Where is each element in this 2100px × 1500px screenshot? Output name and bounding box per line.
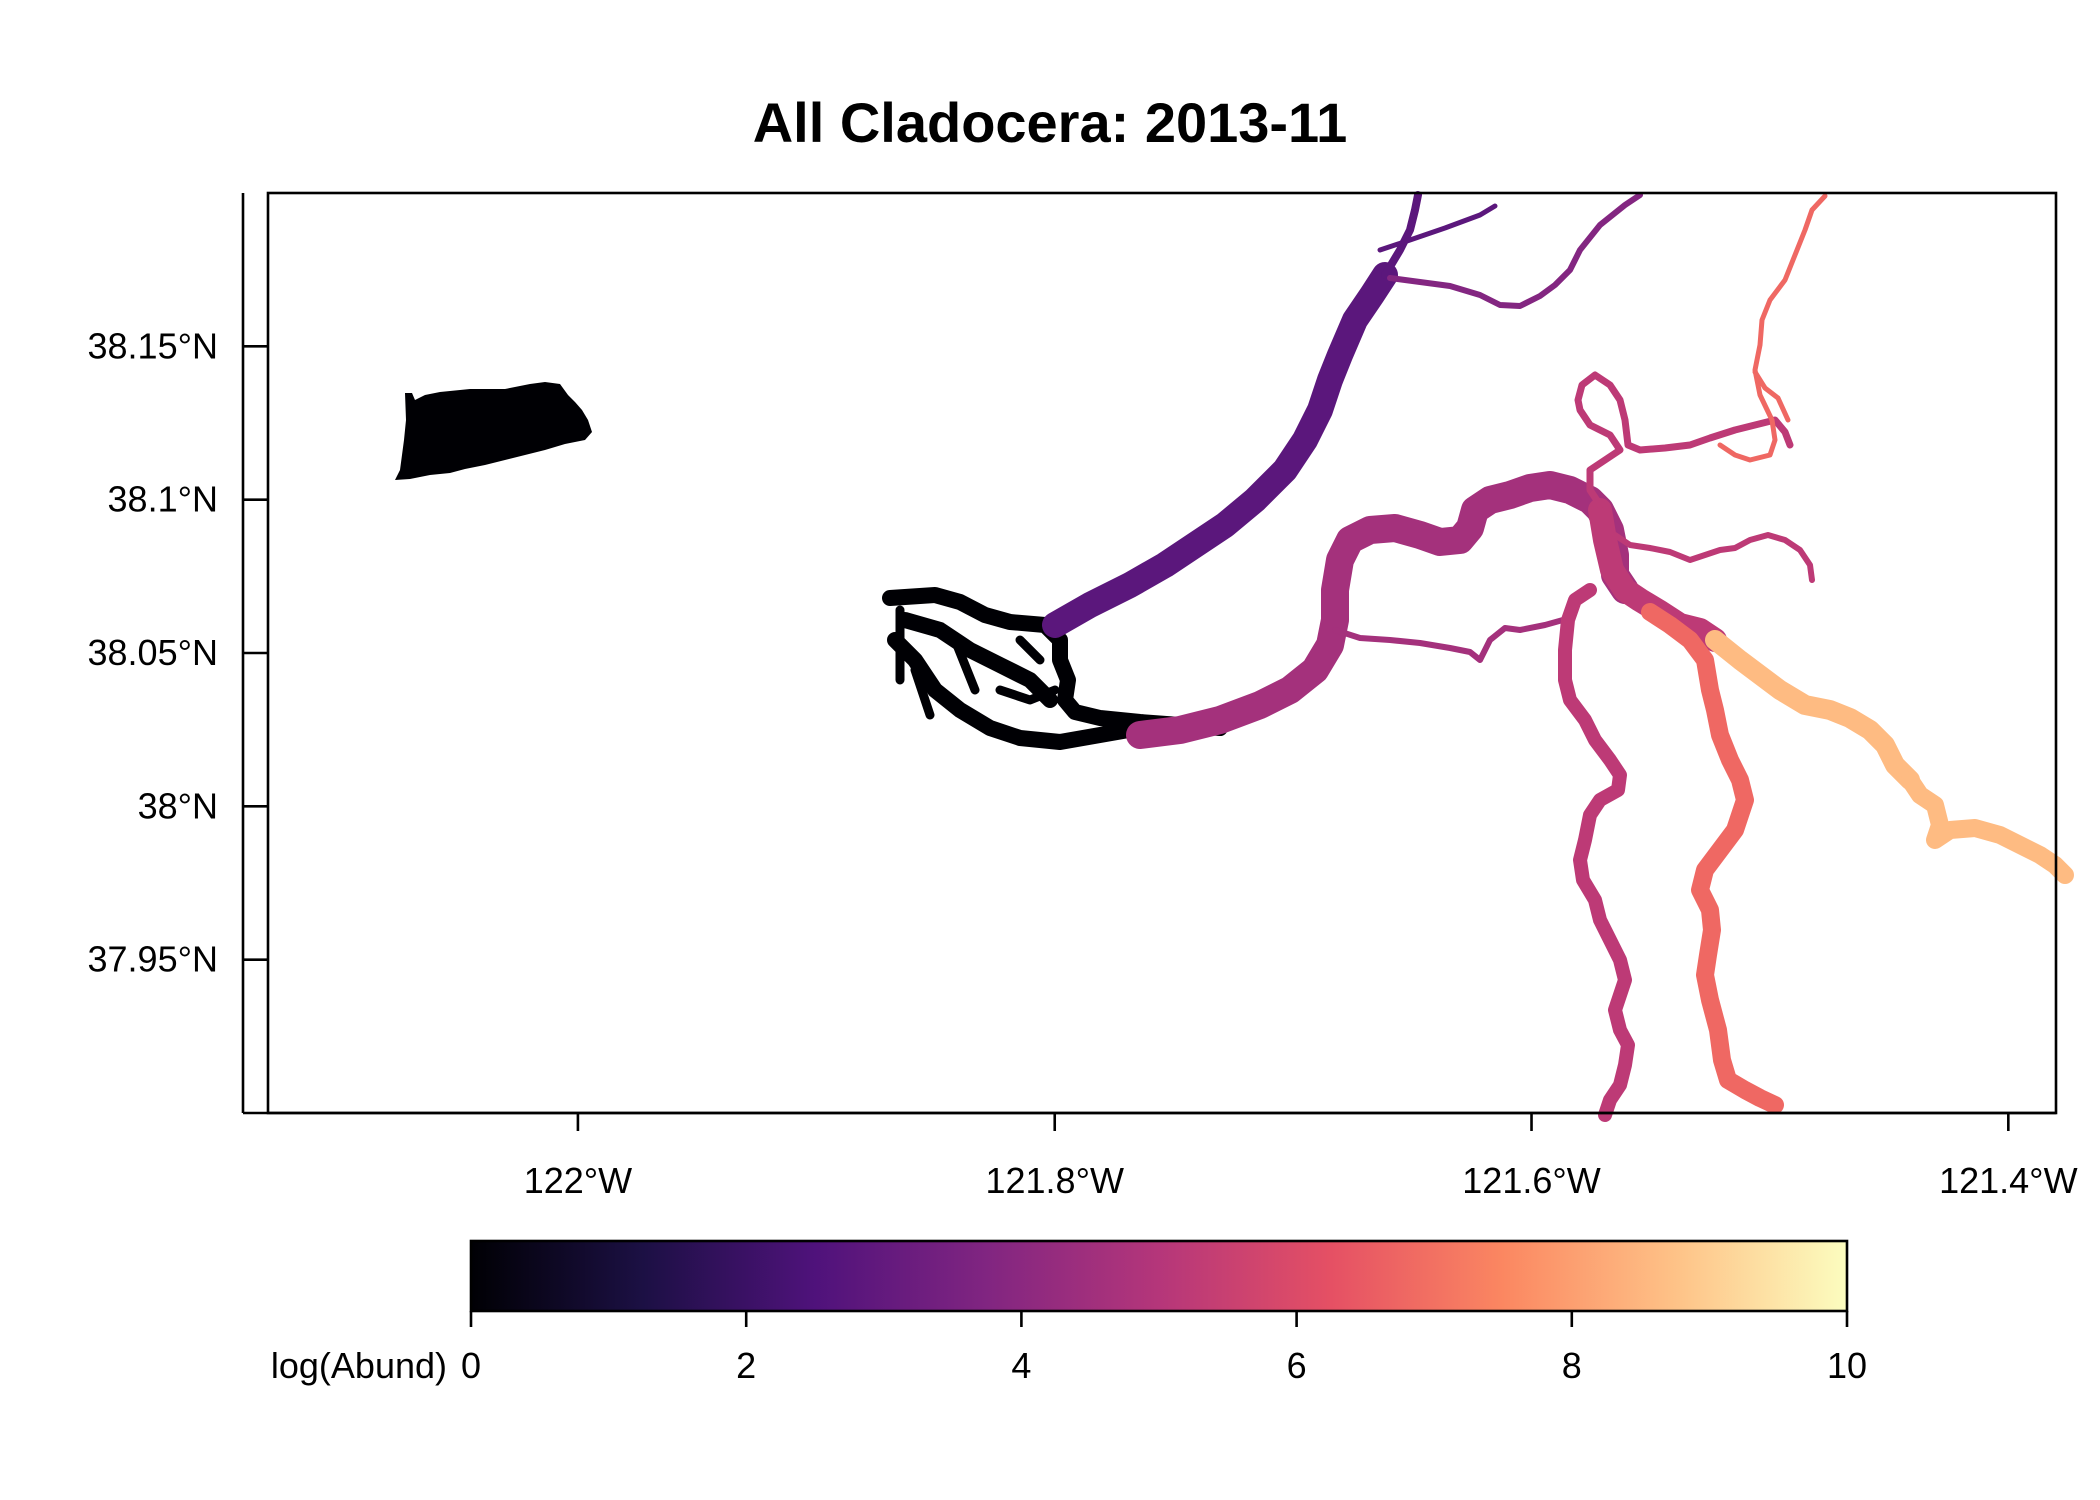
- x-tick-label: 121.8°W: [985, 1160, 1123, 1201]
- x-tick-label: 121.6°W: [1462, 1160, 1600, 1201]
- colorbar-tick-label: 4: [1011, 1345, 1031, 1386]
- colorbar: [471, 1241, 1847, 1311]
- colorbar-ticks: 0 2 4 6 8 10: [461, 1311, 1867, 1386]
- water-layer: [395, 195, 2065, 1115]
- water-body-middle-river: [1565, 590, 1628, 1115]
- x-axis: 122°W 121.8°W 121.6°W 121.4°W: [243, 1113, 2078, 1201]
- y-axis: 38.15°N 38.1°N 38.05°N 38°N 37.95°N: [88, 193, 268, 1113]
- y-tick-label: 38.05°N: [88, 632, 218, 673]
- water-body-san-joaquin-slough: [1335, 618, 1570, 660]
- x-tick-label: 122°W: [524, 1160, 632, 1201]
- x-tick-label: 121.4°W: [1939, 1160, 2077, 1201]
- colorbar-legend: log(Abund) 0 2 4 6 8 10: [271, 1241, 1867, 1386]
- colorbar-tick-label: 0: [461, 1345, 481, 1386]
- y-tick-label: 38.1°N: [108, 479, 218, 520]
- plot-frame: [268, 193, 2056, 1113]
- water-body-stockton-channel-a: [1715, 640, 1910, 780]
- colorbar-tick-label: 6: [1287, 1345, 1307, 1386]
- water-body-sacramento-slough-2: [1390, 195, 1640, 306]
- map-title: All Cladocera: 2013-11: [753, 91, 1348, 154]
- y-tick-label: 38.15°N: [88, 325, 218, 366]
- y-tick-label: 37.95°N: [88, 939, 218, 980]
- colorbar-tick-label: 8: [1562, 1345, 1582, 1386]
- colorbar-label: log(Abund): [271, 1345, 447, 1386]
- water-body-grizzly-bay: [395, 382, 592, 480]
- y-tick-label: 38°N: [138, 785, 218, 826]
- water-body-old-river-middle-slough: [1615, 535, 1812, 580]
- water-body-stockton-channel-b: [1910, 780, 2065, 875]
- water-body-sacramento-river-narrow: [1385, 195, 1418, 275]
- water-body-old-river: [1650, 612, 1775, 1105]
- plot-region: 122°W 121.8°W 121.6°W 121.4°W 38.15°N 38.1°N…: [88, 193, 2078, 1201]
- water-body-mokelumne-upper: [1720, 196, 1825, 460]
- water-body-sacramento-slough-1: [1380, 206, 1495, 250]
- colorbar-tick-label: 10: [1827, 1345, 1867, 1386]
- colorbar-tick-label: 2: [736, 1345, 756, 1386]
